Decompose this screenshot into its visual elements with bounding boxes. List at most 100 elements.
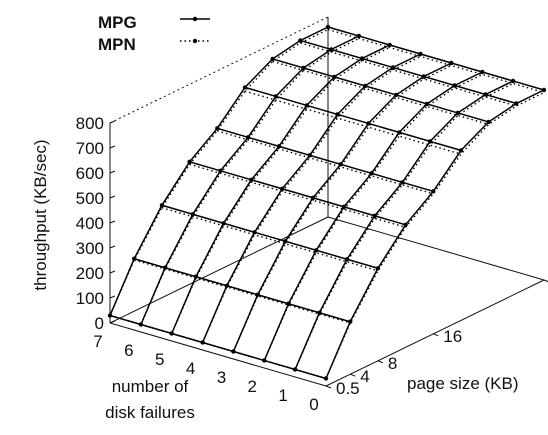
floor-left-edge — [109, 322, 327, 387]
series-point-mpg — [510, 78, 516, 84]
page-size-tick-mark — [543, 279, 548, 283]
z-tick-label: 700 — [76, 139, 104, 158]
z-axis-title: throughput (KB/sec) — [31, 139, 50, 290]
series-line-mpg — [244, 86, 462, 152]
series-line-mpn — [217, 130, 434, 195]
series-line-mpg — [325, 89, 545, 379]
series-line-mpn — [244, 90, 462, 155]
series-line-mpg — [272, 58, 489, 123]
series-point-mpg — [431, 189, 436, 194]
series-point-mpg — [421, 74, 426, 79]
failure-tick-label: 7 — [93, 332, 102, 351]
series-point-mpg — [418, 51, 423, 57]
failure-tick-label: 0 — [309, 395, 318, 414]
series-line-mpn — [272, 60, 489, 126]
series-point-mpg — [221, 221, 226, 226]
z-tick-label: 200 — [76, 264, 104, 283]
z-tick-label: 300 — [76, 239, 104, 258]
series-point-mpg — [329, 47, 334, 52]
series-line-mpg — [189, 161, 406, 226]
series-point-mpg — [387, 42, 392, 48]
series-line-mpn — [189, 163, 406, 228]
series-point-mpg — [427, 139, 433, 144]
z-tick-mark — [109, 145, 116, 149]
series-point-mpg — [301, 65, 306, 71]
back-top-edge — [109, 16, 329, 124]
x-axis-title: page size (KB) — [407, 374, 519, 393]
series-point-mpg — [242, 85, 248, 90]
page-size-tick-label: 16 — [443, 327, 462, 346]
z-tick-mark — [109, 270, 116, 274]
series-point-mpg — [314, 248, 319, 253]
series-line-mpg — [327, 26, 545, 91]
series-point-mpg — [452, 83, 457, 88]
series-point-mpg — [245, 135, 251, 140]
page-size-tick-label: 0.5 — [336, 379, 360, 398]
series-line-mpn — [161, 207, 379, 272]
series-point-mpg — [325, 24, 331, 30]
failure-tick-label: 3 — [217, 368, 226, 387]
series-point-mpg — [486, 119, 491, 125]
failure-tick-label: 2 — [248, 377, 257, 396]
series-point-mpg — [359, 56, 365, 61]
failure-tick-label: 6 — [124, 341, 133, 360]
z-tick-mark — [109, 295, 116, 299]
z-tick-mark — [109, 195, 116, 199]
series-point-mpg — [276, 144, 282, 149]
series-point-mpg — [356, 33, 362, 39]
series-point-mpg — [249, 177, 254, 182]
z-tick-label: 400 — [76, 214, 104, 233]
legend: MPG MPN — [98, 13, 210, 54]
series-point-mpg — [366, 121, 371, 126]
z-tick-mark — [109, 120, 116, 124]
series-point-mpg — [270, 56, 275, 62]
series-point-mpg — [190, 212, 195, 217]
z-tick-label: 800 — [76, 114, 104, 133]
floor-right-edge — [327, 216, 545, 281]
legend-label-mpn: MPN — [98, 35, 136, 54]
series-point-mpg — [252, 230, 257, 235]
series-point-mpg — [480, 69, 485, 75]
series-point-mpg — [344, 257, 350, 262]
series-point-mpg — [273, 94, 278, 99]
series-point-mpg — [397, 130, 402, 135]
series-point-mpg — [363, 83, 368, 89]
series-point-mpg — [372, 213, 377, 218]
series-line-mpn — [300, 42, 517, 107]
page-size-tick-mark — [433, 333, 439, 337]
series-point-mpg — [514, 101, 519, 106]
legend-label-mpg: MPG — [98, 13, 137, 32]
surface-plot — [107, 24, 547, 381]
series-point-mpg — [390, 65, 396, 70]
series-point-mpg — [159, 203, 165, 208]
series-point-mpg — [375, 266, 381, 271]
z-tick-mark — [109, 220, 116, 224]
series-line-mpn — [109, 314, 327, 380]
series-line-mpg — [300, 39, 517, 105]
axis-frame — [109, 16, 548, 389]
z-tick-label: 100 — [76, 289, 104, 308]
series-line-mpn — [327, 28, 545, 94]
page-size-tick-mark — [377, 360, 384, 364]
series-point-mpg — [449, 60, 454, 66]
surface-mpg — [107, 24, 547, 381]
failure-tick-label: 5 — [155, 350, 164, 369]
series-point-mpg — [400, 180, 405, 185]
series-point-mpg — [341, 204, 347, 209]
z-tick-label: 0 — [95, 314, 104, 333]
series-point-mpg — [393, 92, 399, 98]
floor-front-edge — [325, 279, 545, 387]
series-line-mpn — [134, 259, 351, 324]
z-tick-mark — [109, 245, 116, 249]
y-axis-title-line-2: disk failures — [105, 403, 195, 422]
series-point-mpg — [215, 126, 220, 131]
series-point-mpg — [335, 112, 340, 117]
series-point-mpg — [455, 110, 460, 116]
page-size-tick-mark — [350, 373, 356, 377]
series-point-mpg — [483, 92, 488, 97]
failure-tick-label: 4 — [186, 359, 195, 378]
series-point-mpg — [310, 195, 316, 200]
series-point-mpg — [187, 159, 192, 164]
